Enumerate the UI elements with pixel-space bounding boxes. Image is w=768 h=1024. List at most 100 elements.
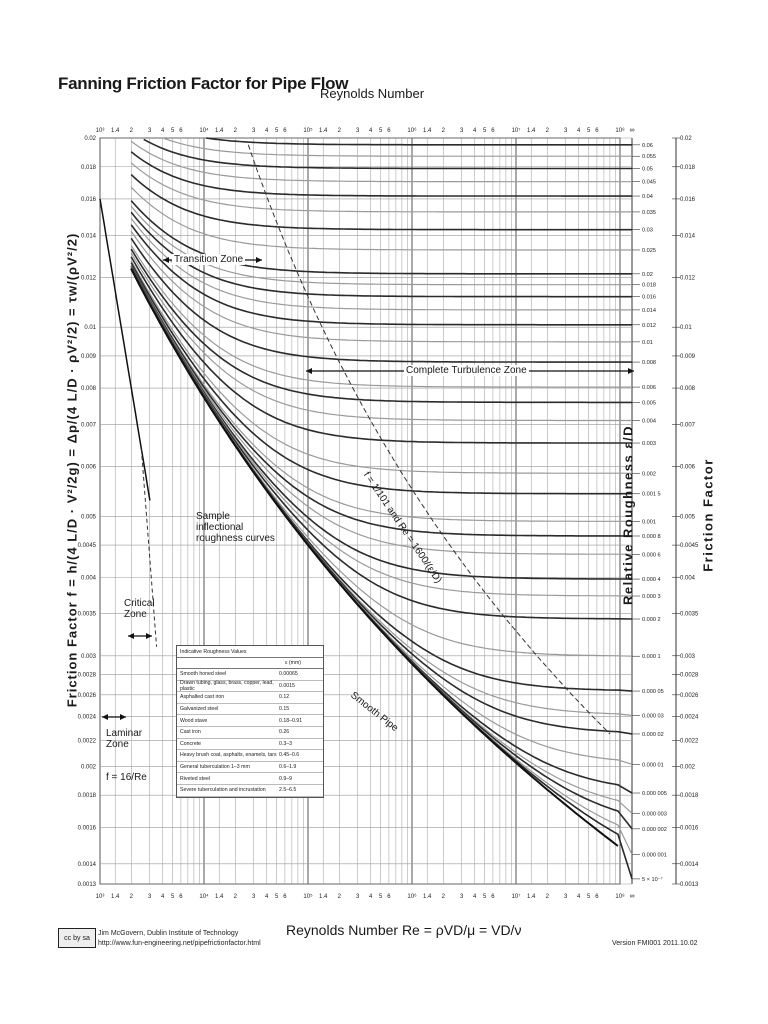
footer-version: Version FMI001 2011.10.02 <box>612 940 698 947</box>
x-decade-label: 10⁸ <box>615 127 625 134</box>
x-minor-label: 3 <box>356 128 360 134</box>
roughness-label: 0.004 <box>642 419 656 425</box>
y-tick-label-left: 0.007 <box>81 423 97 429</box>
footer-url[interactable]: http://www.fun-engineering.net/pipefrict… <box>98 940 261 947</box>
roughness-label: 0.000 01 <box>642 762 664 768</box>
y-tick-label-right: 0.007 <box>680 423 696 429</box>
roughness-material: Drawn tubing, glass, brass, copper, lead… <box>180 679 274 692</box>
top-x-axis-label: Reynolds Number <box>320 86 425 101</box>
roughness-label: 0.000 001 <box>642 852 667 858</box>
x-minor-label: 5 <box>483 128 487 134</box>
laminar-zone-label: Laminar Zone <box>106 728 143 750</box>
y-tick-label-left: 0.0026 <box>78 693 97 699</box>
y-tick-label-left: 0.018 <box>81 165 97 171</box>
roughness-material: Riveted steel <box>180 775 210 782</box>
x-decade-label: 10⁴ <box>199 127 209 134</box>
roughness-curve <box>130 174 632 231</box>
roughness-label: 0.04 <box>642 194 653 200</box>
roughness-material: Cast iron <box>180 729 201 736</box>
x-minor-label: 2 <box>130 128 134 134</box>
roughness-material: Wood stave <box>180 717 208 724</box>
roughness-curve <box>130 151 632 197</box>
x-minor-label: 5 <box>587 128 591 134</box>
roughness-label: 0.000 8 <box>642 534 661 540</box>
roughness-label: 0.016 <box>642 295 656 301</box>
x-minor-label: 6 <box>595 894 599 900</box>
y-tick-label-left: 0.014 <box>81 233 97 239</box>
roughness-curve <box>130 231 632 343</box>
y-tick-label-left: 0.0045 <box>78 543 97 549</box>
x-minor-label: 5 <box>379 128 383 134</box>
x-minor-label: 3 <box>252 894 256 900</box>
x-decade-label: 10⁶ <box>407 127 417 134</box>
bottom-x-axis-label: Reynolds Number Re = ρVD/μ = VD/ν <box>286 922 522 938</box>
critical-zone-arrow-head-right <box>146 633 152 639</box>
roughness-value: 0.6–1.9 <box>279 764 297 771</box>
complete-turbulence-label: Complete Turbulence Zone <box>404 365 529 376</box>
roughness-table-row: Riveted steel 0.9–9 <box>177 773 323 785</box>
y-tick-label-right: 0.014 <box>680 233 696 239</box>
roughness-table-row: Cast iron 0.26 <box>177 727 323 739</box>
x-minor-label: 1.4 <box>319 128 328 134</box>
roughness-curve <box>130 224 632 326</box>
x-minor-label: 4 <box>577 128 581 134</box>
x-decade-label: 10⁸ <box>615 893 625 900</box>
roughness-label: 0.000 002 <box>642 827 667 833</box>
x-minor-label: 4 <box>369 128 373 134</box>
x-minor-label: 4 <box>577 894 581 900</box>
roughness-table-row: Asphalted cast iron 0.12 <box>177 692 323 704</box>
x-minor-label: 2 <box>338 894 342 900</box>
roughness-label: 0.035 <box>642 210 656 216</box>
roughness-table-row: Concrete 0.3–3 <box>177 739 323 751</box>
roughness-curve <box>205 137 632 146</box>
x-decade-label: 10⁷ <box>512 893 521 900</box>
roughness-value: 0.9–9 <box>279 775 292 782</box>
roughness-value: 0.45–0.6 <box>279 752 300 759</box>
x-minor-label: 3 <box>564 894 568 900</box>
roughness-value: 0.26 <box>279 729 290 736</box>
x-minor-label: 1.4 <box>215 894 224 900</box>
x-minor-label: 4 <box>473 894 477 900</box>
smooth-pipe-curve <box>130 268 619 847</box>
roughness-label: 0.018 <box>642 283 656 289</box>
x-minor-label: 4 <box>473 128 477 134</box>
roughness-material: Smooth honed steel <box>180 671 227 678</box>
y-tick-label-right: 0.0024 <box>680 715 699 721</box>
y-tick-label-left: 0.006 <box>81 465 97 471</box>
roughness-table-row: General tuberculation 1–3 mm 0.6–1.9 <box>177 762 323 774</box>
x-minor-label: 1.4 <box>111 894 120 900</box>
x-minor-label: 1.4 <box>423 894 432 900</box>
x-minor-label: 3 <box>252 128 256 134</box>
roughness-table-row: Severe tuberculation and incrustation 2.5… <box>177 785 323 797</box>
roughness-curve <box>130 265 633 537</box>
x-minor-label: 6 <box>387 894 391 900</box>
x-minor-label: 6 <box>283 128 287 134</box>
roughness-label: 0.005 <box>642 400 656 406</box>
roughness-label: 0.000 2 <box>642 617 661 623</box>
y-tick-label-right: 0.012 <box>680 275 696 281</box>
roughness-table: Indicative Roughness Values ε (mm) Smoot… <box>176 645 324 798</box>
y-tick-label-left: 0.0018 <box>78 793 97 799</box>
roughness-curve <box>130 268 633 657</box>
complete-turbulence-arrow-head-right <box>628 368 634 374</box>
x-minor-label: 3 <box>460 128 464 134</box>
x-decade-label: 10⁷ <box>512 127 521 134</box>
x-infinity-label-bottom: ∞ <box>630 893 635 900</box>
roughness-material: Concrete <box>180 740 202 747</box>
x-minor-label: 2 <box>234 894 238 900</box>
roughness-label: 0.001 5 <box>642 492 661 498</box>
y-tick-label-right: 0.0016 <box>680 825 699 831</box>
y-tick-label-left: 0.0035 <box>78 612 97 618</box>
x-minor-label: 1.4 <box>111 128 120 134</box>
x-minor-label: 6 <box>179 894 183 900</box>
x-decade-label: 10⁴ <box>199 893 209 900</box>
roughness-curve <box>130 266 633 555</box>
roughness-curve <box>130 248 632 404</box>
roughness-material: General tuberculation 1–3 mm <box>180 764 250 771</box>
x-minor-label: 5 <box>275 894 279 900</box>
roughness-label: 0.000 4 <box>642 577 661 583</box>
y-tick-label-left: 0.004 <box>81 575 97 581</box>
roughness-value: 0.00065 <box>279 671 298 678</box>
roughness-label: 0.000 005 <box>642 791 667 797</box>
